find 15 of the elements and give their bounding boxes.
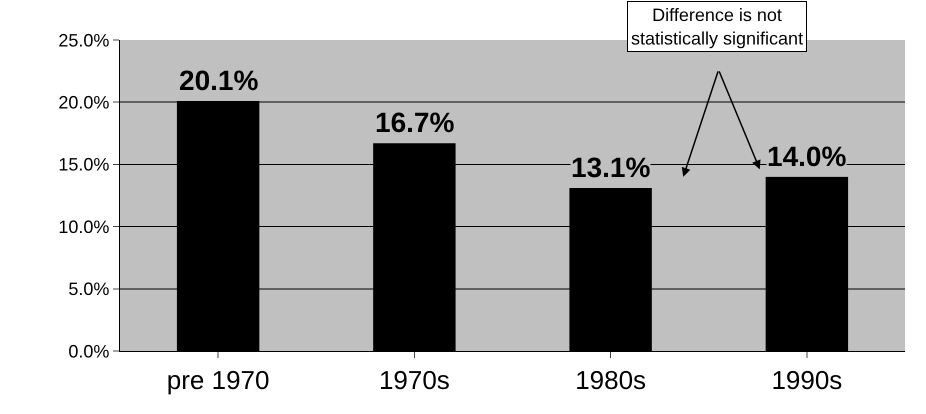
y-tick-label: 10.0% [58, 216, 110, 237]
text: 16.7% [375, 107, 454, 138]
x-tick-label: 1990s [771, 365, 842, 396]
x-tick-label: pre 1970 [166, 365, 270, 396]
y-tick-label: 5.0% [68, 279, 110, 300]
y-tick-label: 15.0% [58, 154, 110, 175]
y-tick-label: 0.0% [68, 341, 110, 362]
text: 13.1% [571, 152, 650, 183]
y-tick-label: 20.0% [58, 92, 110, 112]
x-tick-label: 1970s [378, 365, 450, 396]
text: 20.1% [179, 65, 258, 96]
annotation: Difference is not statistically significant [631, 5, 804, 48]
x-tick-label: 1980s [575, 365, 646, 396]
text: 14.0% [767, 141, 846, 172]
y-tick-label: 25.0% [58, 30, 110, 50]
